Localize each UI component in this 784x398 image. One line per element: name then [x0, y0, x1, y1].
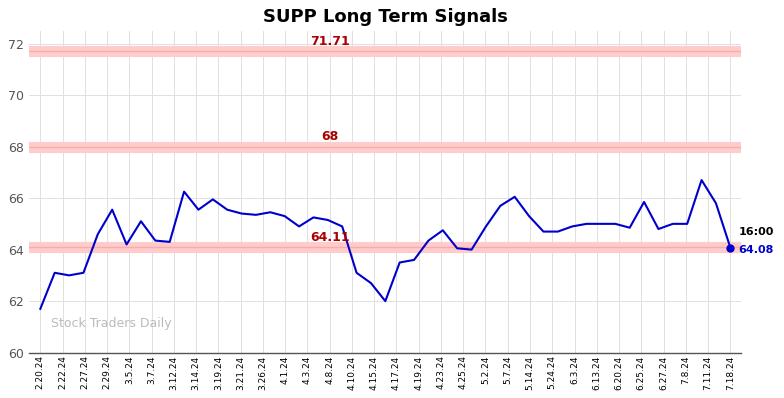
Text: 71.71: 71.71 [310, 35, 350, 48]
Text: 16:00: 16:00 [739, 227, 774, 237]
Text: 64.11: 64.11 [310, 231, 350, 244]
Text: 64.08: 64.08 [739, 245, 774, 255]
Title: SUPP Long Term Signals: SUPP Long Term Signals [263, 8, 508, 26]
Text: Stock Traders Daily: Stock Traders Daily [50, 317, 171, 330]
Text: 68: 68 [321, 131, 339, 144]
